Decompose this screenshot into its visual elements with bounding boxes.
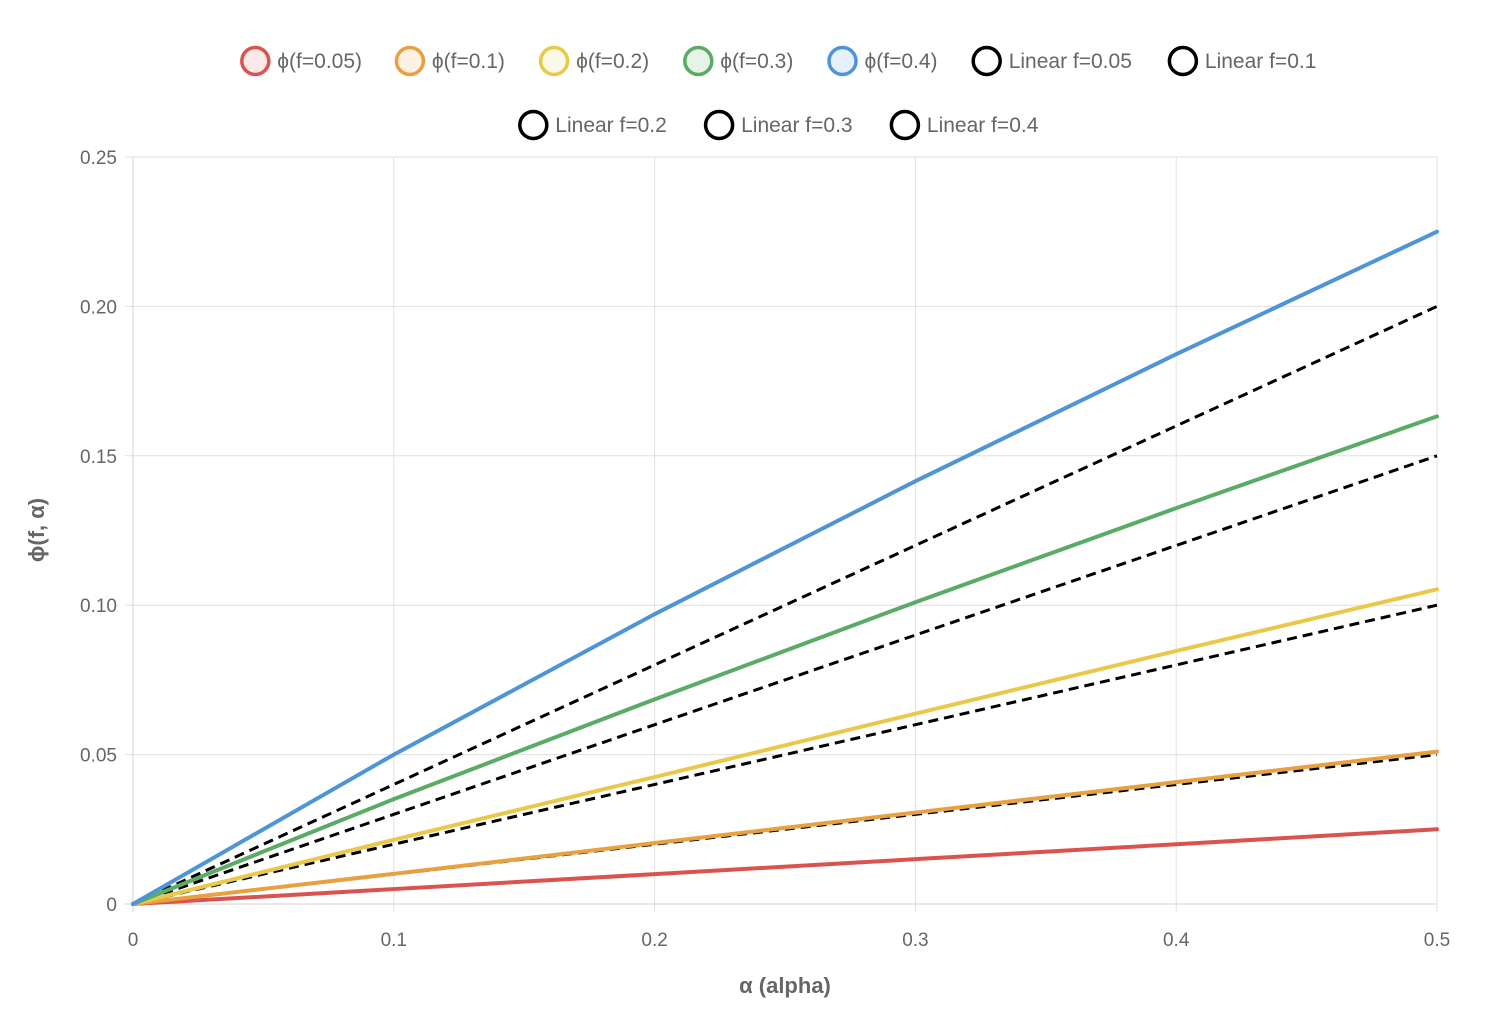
x-tick-label: 0.1 bbox=[381, 930, 407, 951]
x-tick-label: 0.3 bbox=[902, 930, 928, 951]
x-tick-label: 0.4 bbox=[1163, 930, 1190, 951]
legend-swatch bbox=[518, 109, 549, 141]
legend: ϕ(f=0.05) ϕ(f=0.1) ϕ(f=0.2) ϕ(f=0.3) ϕ(f=0.4… bbox=[240, 45, 1317, 141]
axis-ticks: 0 0.1 0.2 0.3 0.4 0.5 0 0.05 0.10 0.15 0.20 0.25 bbox=[80, 148, 1450, 951]
legend-label: Linear f=0.4 bbox=[927, 114, 1039, 137]
legend-swatch bbox=[240, 45, 271, 77]
series-line bbox=[131, 827, 1439, 906]
y-axis-title: ϕ(f, α) bbox=[24, 498, 49, 562]
x-tick-label: 0.2 bbox=[641, 930, 667, 951]
y-tick-label: 0.15 bbox=[80, 447, 117, 468]
y-tick-label: 0 bbox=[106, 895, 117, 916]
x-axis-title: α (alpha) bbox=[739, 973, 831, 998]
legend-item[interactable]: ϕ(f=0.2) bbox=[538, 45, 650, 77]
legend-swatch bbox=[683, 45, 714, 77]
series-lines bbox=[131, 229, 1439, 906]
legend-swatch bbox=[703, 109, 735, 141]
legend-label: Linear f=0.3 bbox=[741, 114, 853, 137]
legend-swatch bbox=[1167, 45, 1199, 77]
legend-swatch bbox=[394, 45, 426, 77]
series-line bbox=[132, 454, 1438, 906]
legend-label: ϕ(f=0.3) bbox=[720, 50, 793, 73]
grid bbox=[125, 156, 1438, 912]
legend-label: Linear f=0.2 bbox=[555, 114, 667, 137]
legend-item[interactable]: Linear f=0.3 bbox=[703, 109, 853, 141]
x-tick-label: 0.5 bbox=[1424, 930, 1450, 951]
legend-item[interactable]: ϕ(f=0.4) bbox=[827, 45, 938, 77]
legend-label: ϕ(f=0.05) bbox=[277, 50, 362, 73]
legend-item[interactable]: Linear f=0.4 bbox=[889, 109, 1039, 141]
legend-label: ϕ(f=0.4) bbox=[865, 50, 938, 73]
x-tick-label: 0 bbox=[128, 930, 139, 951]
legend-item[interactable]: Linear f=0.05 bbox=[971, 45, 1132, 77]
series-line bbox=[131, 229, 1439, 906]
legend-label: ϕ(f=0.1) bbox=[432, 50, 505, 73]
legend-swatch bbox=[538, 45, 570, 77]
series-line bbox=[131, 414, 1439, 906]
legend-item[interactable]: ϕ(f=0.05) bbox=[240, 45, 362, 77]
series-line bbox=[131, 587, 1439, 906]
legend-item[interactable]: ϕ(f=0.1) bbox=[394, 45, 505, 77]
legend-label: Linear f=0.05 bbox=[1009, 50, 1132, 73]
y-tick-label: 0.05 bbox=[80, 746, 117, 767]
series-line bbox=[131, 749, 1439, 906]
legend-label: Linear f=0.1 bbox=[1205, 50, 1317, 73]
y-tick-label: 0.20 bbox=[80, 297, 117, 318]
y-tick-label: 0.10 bbox=[80, 596, 117, 617]
legend-label: ϕ(f=0.2) bbox=[576, 50, 649, 73]
y-tick-label: 0.25 bbox=[80, 148, 117, 169]
legend-swatch bbox=[889, 109, 921, 141]
legend-item[interactable]: Linear f=0.1 bbox=[1167, 45, 1317, 77]
legend-item[interactable]: ϕ(f=0.3) bbox=[683, 45, 794, 77]
legend-item[interactable]: Linear f=0.2 bbox=[518, 109, 667, 141]
legend-swatch bbox=[971, 45, 1002, 77]
legend-swatch bbox=[827, 45, 858, 77]
